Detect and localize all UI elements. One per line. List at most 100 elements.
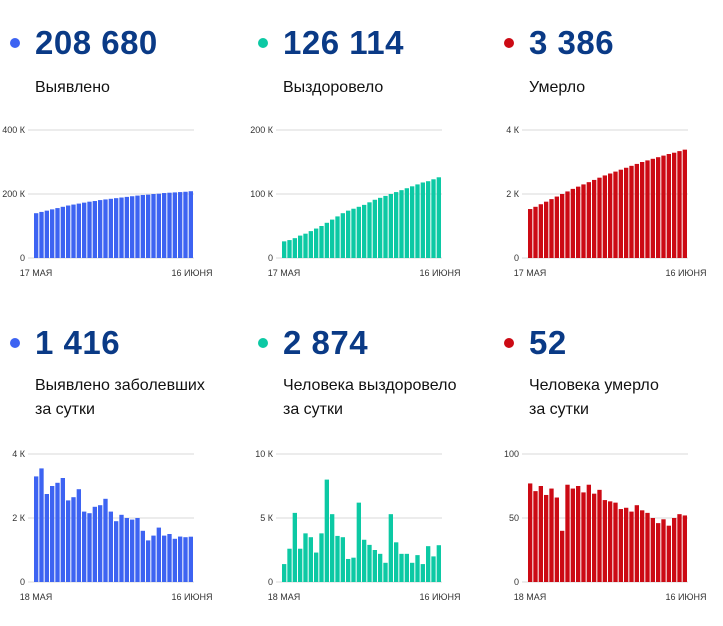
bar [544, 201, 549, 258]
bar [436, 545, 441, 582]
bar [388, 514, 393, 582]
bar [661, 519, 666, 582]
deaths-total-label: Умерло [529, 79, 586, 96]
bar [367, 202, 372, 258]
detected-daily-label-line-1: Выявлено заболевших [35, 377, 205, 394]
bar [44, 210, 49, 258]
bar [282, 564, 287, 582]
bar [119, 514, 124, 582]
bar [388, 194, 393, 258]
recovered-daily-label-line-2: за сутки [283, 401, 343, 418]
bar [140, 530, 145, 582]
bar [581, 492, 586, 582]
bar [383, 195, 388, 258]
bar [549, 199, 554, 258]
x-tick-label-start: 17 МАЯ [20, 268, 53, 278]
bar [538, 486, 543, 582]
bar [362, 204, 367, 258]
bar [119, 197, 124, 258]
bar [426, 546, 431, 582]
recovered-total-chart: 0 100 К 200 К 17 МАЯ 16 ИЮНЯ [250, 125, 460, 278]
bar [399, 553, 404, 582]
bar [576, 486, 581, 582]
bar [114, 521, 119, 582]
y-tick-label: 4 К [12, 449, 26, 459]
bar [66, 205, 71, 258]
y-tick-label: 0 [514, 577, 519, 587]
bar [538, 204, 543, 258]
detected-daily-label-line-2: за сутки [35, 401, 95, 418]
bar [565, 484, 570, 582]
bar [672, 518, 677, 582]
x-tick-label-end: 16 ИЮНЯ [171, 268, 212, 278]
y-tick-label: 4 К [506, 125, 520, 135]
bar [55, 208, 60, 258]
detected-daily-chart: 0 2 К 4 К 18 МАЯ 16 ИЮНЯ [12, 449, 212, 602]
bar [597, 489, 602, 582]
bar [560, 194, 565, 258]
bar [130, 519, 135, 582]
bar [330, 514, 335, 582]
bar [146, 194, 151, 258]
bar [103, 199, 108, 258]
bar [420, 564, 425, 582]
panel-deaths-total: 3 386 Умерло 0 2 К 4 К 17 МАЯ 16 ИЮНЯ [494, 0, 723, 310]
x-tick-label-end: 16 ИЮНЯ [419, 592, 460, 602]
bar [666, 525, 671, 582]
bar [340, 213, 345, 258]
bar [570, 188, 575, 258]
y-tick-label: 0 [268, 577, 273, 587]
y-tick-label: 5 К [260, 513, 274, 523]
bar [415, 184, 420, 258]
bar [399, 190, 404, 258]
bar [629, 165, 634, 258]
panel-detected-total: 208 680 Выявлено 0 200 К 400 К 17 МАЯ 16 ИЮН… [0, 0, 240, 310]
x-tick-label-start: 17 МАЯ [268, 268, 301, 278]
bar [533, 206, 538, 258]
bar [167, 192, 172, 258]
bar [303, 533, 308, 582]
x-tick-label-end: 16 ИЮНЯ [665, 592, 706, 602]
bar [308, 231, 313, 258]
bar [592, 179, 597, 258]
recovered-daily-dot-icon [258, 338, 268, 348]
bar [124, 518, 129, 582]
bar [335, 216, 340, 258]
y-tick-label: 2 К [506, 189, 520, 199]
bar [356, 206, 361, 258]
bar [608, 501, 613, 582]
bar [528, 483, 533, 582]
bar [394, 542, 399, 582]
deaths-dot-icon [504, 38, 514, 48]
bar [346, 210, 351, 258]
bar [565, 191, 570, 258]
bar [282, 241, 287, 258]
bar [135, 195, 140, 258]
y-tick-label: 2 К [12, 513, 26, 523]
deaths-daily-chart: 0 50 100 18 МАЯ 16 ИЮНЯ [504, 449, 707, 602]
bar [292, 512, 297, 582]
bar [156, 193, 161, 258]
recovered-total-label: Выздоровело [283, 79, 384, 96]
bar [188, 191, 193, 258]
detected-total-value: 208 680 [35, 24, 158, 61]
bar [71, 497, 76, 582]
detected-total-chart: 0 200 К 400 К 17 МАЯ 16 ИЮНЯ [2, 125, 212, 278]
bar [436, 177, 441, 258]
bar [372, 199, 377, 258]
bar [98, 200, 103, 258]
bar [314, 552, 319, 582]
panel-detected-daily: 1 416 Выявлено заболевших за сутки 0 2 К 4… [0, 316, 240, 626]
bar [383, 562, 388, 582]
bar [602, 500, 607, 582]
bar [34, 213, 39, 258]
deaths-daily-label-line-1: Человека умерло [529, 377, 659, 394]
bar [650, 518, 655, 582]
bar [172, 538, 177, 582]
x-tick-label-start: 18 МАЯ [20, 592, 53, 602]
bar [287, 240, 292, 258]
bar [335, 535, 340, 582]
panel-deaths-daily: 52 Человека умерло за сутки 0 50 100 18 МАЯ… [494, 316, 723, 626]
y-tick-label: 0 [514, 253, 519, 263]
bar [645, 512, 650, 582]
